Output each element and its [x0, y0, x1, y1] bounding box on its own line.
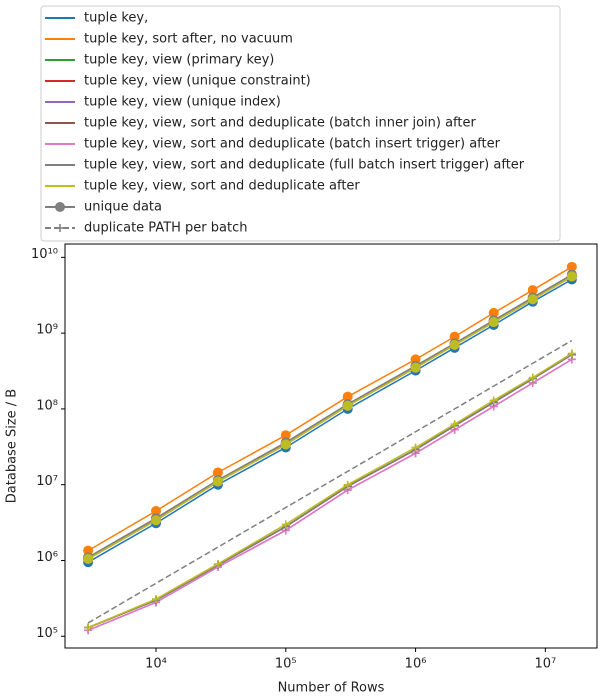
data-point — [410, 362, 421, 373]
data-point — [488, 307, 499, 318]
series-line — [87, 274, 573, 558]
data-point — [212, 476, 223, 487]
data-point — [450, 420, 459, 429]
legend-label: tuple key, view (unique index) — [84, 95, 281, 110]
data-point — [342, 400, 353, 411]
y-tick-label: 10⁵ — [36, 626, 58, 641]
legend-label: tuple key, view, sort and deduplicate (b… — [84, 116, 477, 131]
data-point — [83, 553, 94, 564]
data-point — [212, 467, 223, 478]
data-point — [280, 430, 291, 441]
x-axis-label: Number of Rows — [278, 681, 385, 696]
legend: tuple key, tuple key, sort after, no vacu… — [45, 11, 525, 236]
legend-box — [40, 5, 561, 242]
series-line — [87, 339, 573, 624]
legend-marker — [56, 224, 64, 232]
legend-label: tuple key, view, sort and deduplicate (f… — [84, 158, 525, 173]
legend-marker — [55, 202, 65, 212]
series-line — [87, 278, 573, 563]
data-point — [567, 349, 576, 358]
data-point — [527, 294, 538, 305]
legend-label: duplicate PATH per batch — [84, 221, 247, 236]
series-line — [87, 354, 573, 629]
data-point — [84, 623, 93, 632]
y-tick-label: 10⁹ — [36, 323, 58, 338]
data-point — [566, 261, 577, 272]
data-point — [150, 505, 161, 516]
legend-label: tuple key, — [84, 11, 148, 26]
y-tick-label: 10⁶ — [36, 550, 58, 565]
data-point — [449, 331, 460, 342]
legend-label: unique data — [84, 200, 162, 215]
series-line — [87, 354, 573, 629]
legend-label: tuple key, sort after, no vacuum — [84, 32, 293, 47]
data-point — [342, 391, 353, 402]
data-point — [566, 271, 577, 282]
plot-frame — [64, 243, 598, 649]
data-point — [150, 515, 161, 526]
data-point — [527, 285, 538, 296]
y-tick-label: 10¹⁰ — [31, 247, 58, 262]
data-point — [343, 480, 352, 489]
legend-label: tuple key, view, sort and deduplicate (b… — [84, 137, 501, 152]
series-line — [87, 354, 573, 629]
y-axis-label: Database Size / B — [5, 389, 20, 503]
data-point — [151, 595, 160, 604]
series-line — [87, 354, 573, 629]
plot-area — [83, 261, 577, 635]
legend-label: tuple key, view (primary key) — [84, 53, 274, 68]
data-point — [489, 396, 498, 405]
legend-label: tuple key, view, sort and deduplicate af… — [84, 179, 360, 194]
series-line — [87, 358, 573, 631]
data-point — [281, 520, 290, 529]
x-tick-label: 10⁶ — [405, 657, 427, 672]
series-line — [87, 275, 573, 560]
data-point — [528, 373, 537, 382]
x-tick-label: 10⁴ — [145, 657, 167, 672]
y-tick-label: 10⁸ — [36, 398, 58, 413]
data-point — [488, 317, 499, 328]
x-tick-label: 10⁵ — [275, 657, 297, 672]
data-point — [449, 339, 460, 350]
legend-label: tuple key, view (unique constraint) — [84, 74, 311, 89]
data-point — [213, 559, 222, 568]
data-point — [280, 439, 291, 450]
y-tick-label: 10⁷ — [36, 474, 58, 489]
x-tick-label: 10⁷ — [534, 657, 556, 672]
data-point — [411, 443, 420, 452]
series-line — [87, 266, 573, 552]
series-line — [87, 358, 573, 631]
series-line — [87, 352, 573, 629]
